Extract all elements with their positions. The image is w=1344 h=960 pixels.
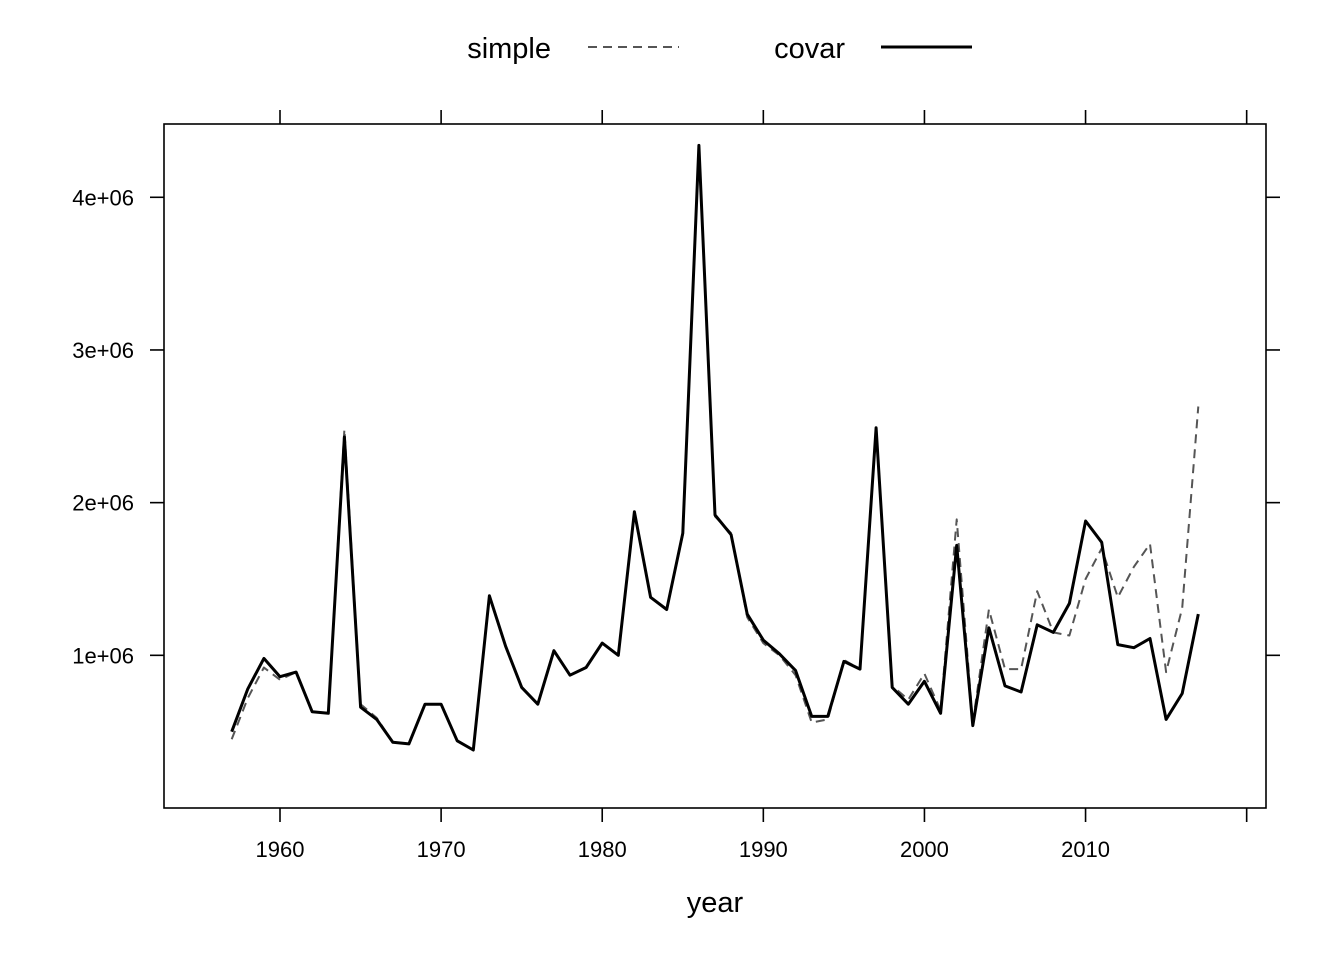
x-axis: 1960 1970 1980 1990 2000 2010: [256, 110, 1248, 862]
series-layer: [230, 143, 1200, 752]
legend-label-covar: covar: [774, 33, 845, 65]
legend: simple covar: [467, 33, 972, 65]
series-line-simple: [230, 145, 1200, 751]
x-axis-title: year: [687, 887, 744, 919]
y-axis: 1e+06 2e+06 3e+06 4e+06: [72, 185, 1280, 668]
x-tick-label-1980: 1980: [578, 837, 627, 862]
series-line-covar: [230, 143, 1200, 752]
x-tick-label-1970: 1970: [417, 837, 466, 862]
y-tick-label-3: 4e+06: [72, 185, 134, 210]
x-tick-label-1960: 1960: [256, 837, 305, 862]
x-tick-label-2010: 2010: [1061, 837, 1110, 862]
y-tick-label-1: 2e+06: [72, 491, 134, 516]
y-tick-label-2: 3e+06: [72, 338, 134, 363]
y-tick-label-0: 1e+06: [72, 643, 134, 668]
x-tick-label-2000: 2000: [900, 837, 949, 862]
x-tick-label-1990: 1990: [739, 837, 788, 862]
plot-frame: [163, 123, 1267, 809]
legend-label-simple: simple: [467, 33, 551, 65]
